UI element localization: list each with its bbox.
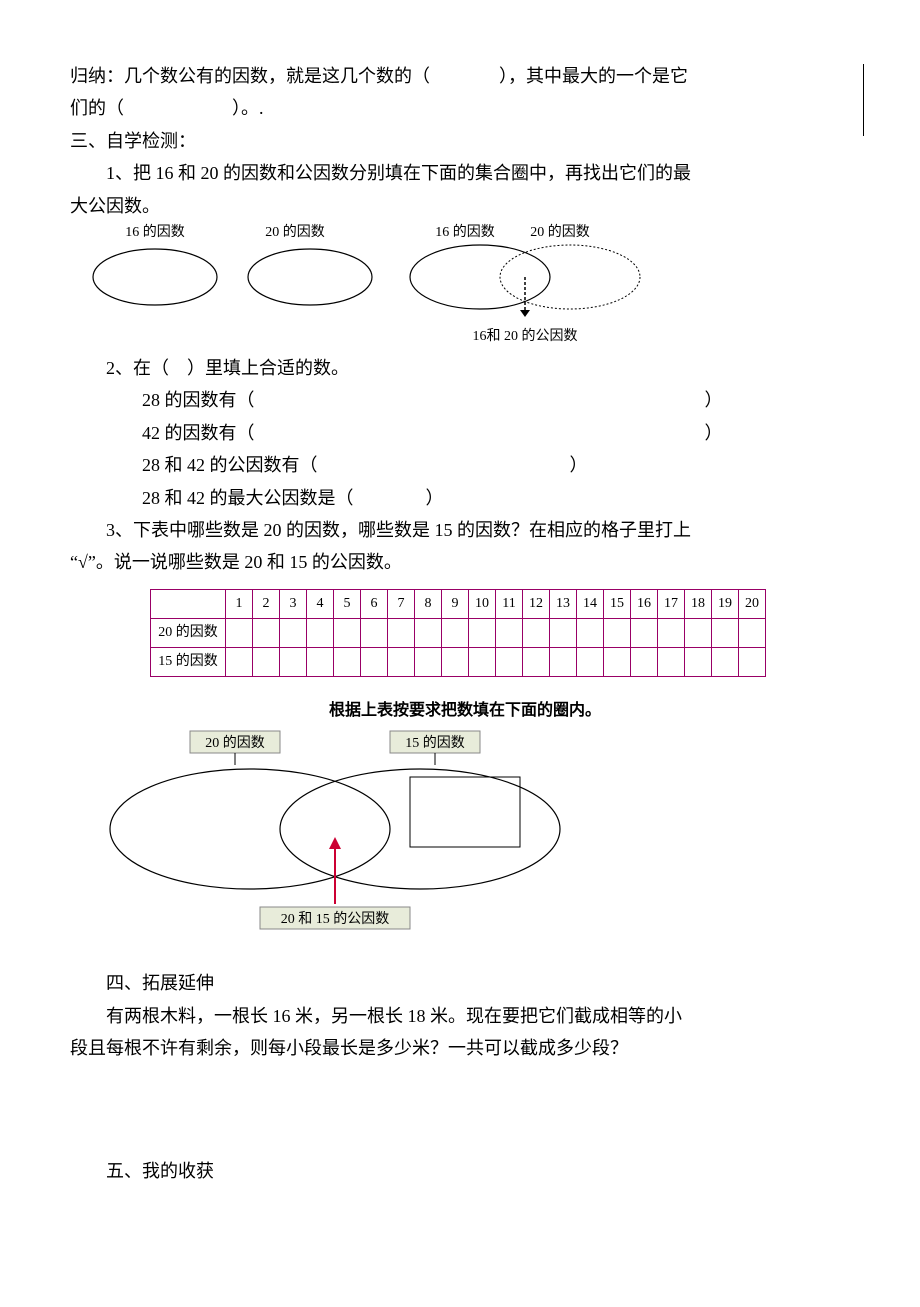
d2-right-label: 15 的因数 xyxy=(405,735,465,751)
diagram-venn-2: 20 的因数 15 的因数 20 和 15 的公因数 xyxy=(70,729,590,949)
table-row-20: 20 的因数 xyxy=(151,618,766,647)
q1-line-b: 大公因数。 xyxy=(70,190,860,222)
summary-line2: 们的（ ）。. xyxy=(70,92,860,124)
q3-line-b: “√”。说一说哪些数是 20 和 15 的公因数。 xyxy=(70,546,860,578)
q2-title: 2、在（ ）里填上合适的数。 xyxy=(70,352,860,384)
d2-left-label: 20 的因数 xyxy=(205,735,265,751)
table-row-15: 15 的因数 xyxy=(151,647,766,676)
q2-line-1: 42 的因数有（ ） xyxy=(70,417,860,449)
d2-bottom-label: 20 和 15 的公因数 xyxy=(281,911,390,927)
diagram2-caption: 根据上表按要求把数填在下面的圈内。 xyxy=(70,697,860,726)
table-hdr-blank xyxy=(151,589,226,618)
summary-line1: 归纳：几个数公有的因数，就是这几个数的（ ），其中最大的一个是它 xyxy=(70,60,860,92)
table-header-row: 1 2 3 4 5 6 7 8 9 10 11 12 13 14 15 16 1… xyxy=(151,589,766,618)
sec4-line2: 段且每根不许有剩余，则每小段最长是多少米？一共可以截成多少段？ xyxy=(70,1032,860,1064)
d1-label-2: 16 的因数 xyxy=(435,224,495,240)
q1-line-a: 1、把 16 和 20 的因数和公因数分别填在下面的集合圈中，再找出它们的最 xyxy=(70,157,860,189)
section5-title: 五、我的收获 xyxy=(70,1155,860,1187)
factor-table: 1 2 3 4 5 6 7 8 9 10 11 12 13 14 15 16 1… xyxy=(150,589,766,677)
sec4-line1: 有两根木料，一根长 16 米，另一根长 18 米。现在要把它们截成相等的小 xyxy=(70,1000,860,1032)
summary-text-1a: 归纳：几个数公有的因数，就是这几个数的（ xyxy=(70,66,430,86)
section4-title: 四、拓展延伸 xyxy=(70,967,860,999)
q2-line-3: 28 和 42 的最大公因数是（ ） xyxy=(70,482,860,514)
d1-label-0: 16 的因数 xyxy=(125,224,185,240)
d1-label-3: 20 的因数 xyxy=(530,224,590,240)
q3-line-a: 3、下表中哪些数是 20 的因数，哪些数是 15 的因数？在相应的格子里打上 xyxy=(70,514,860,546)
d1-label-1: 20 的因数 xyxy=(265,224,325,240)
summary-text-1b: ），其中最大的一个是它 xyxy=(499,66,688,86)
q2-line-0: 28 的因数有（ ） xyxy=(70,384,860,416)
section3-title: 三、自学检测： xyxy=(70,125,860,157)
q2-line-2: 28 和 42 的公因数有（ ） xyxy=(70,449,860,481)
d1-bottom-label: 16和 20 的公因数 xyxy=(473,328,578,344)
diagram-venn-1: 16 的因数 20 的因数 16 的因数 20 的因数 16和 20 的公因数 xyxy=(70,222,710,352)
